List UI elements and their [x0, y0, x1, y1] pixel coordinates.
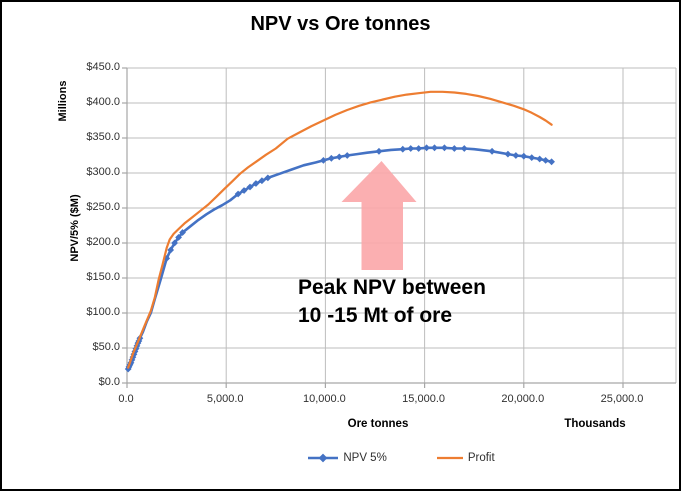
x-axis-units-label: Thousands	[564, 418, 626, 430]
diamond-marker-icon	[520, 152, 528, 160]
diamond-marker-icon	[252, 180, 260, 187]
legend: NPV 5% Profit	[127, 452, 676, 464]
diamond-marker-icon	[320, 157, 327, 164]
diamond-marker-icon	[234, 190, 242, 198]
x-axis-title: Ore tonnes	[347, 418, 409, 430]
diamond-marker-icon	[167, 246, 175, 254]
diamond-marker-icon	[258, 177, 266, 185]
diamond-marker-icon	[179, 229, 186, 236]
diamond-marker-icon	[264, 174, 272, 182]
diamond-marker-icon	[488, 147, 496, 155]
diamond-marker-icon	[171, 239, 179, 247]
peak-annotation-line1: Peak NPV between	[298, 276, 486, 299]
axes	[122, 67, 676, 388]
diamond-marker-icon	[450, 145, 458, 152]
y-axis-title: NPV/5% ($M)	[69, 194, 81, 262]
diamond-marker-icon	[548, 158, 555, 166]
diamond-marker-icon	[504, 150, 512, 158]
diamond-marker-icon	[407, 145, 415, 152]
diamond-marker-icon	[335, 153, 343, 161]
diamond-marker-icon	[536, 155, 544, 163]
diamond-marker-icon	[542, 157, 550, 164]
diamond-marker-icon	[399, 145, 407, 153]
diamond-marker-icon	[423, 144, 430, 152]
peak-annotation-line2: 10 -15 Mt of ore	[298, 304, 453, 327]
peak-annotation: Peak NPV between 10 -15 Mt of ore	[298, 274, 486, 330]
profit-series-line	[127, 90, 553, 369]
legend-label-profit: Profit	[467, 452, 495, 464]
diamond-marker-icon	[327, 154, 335, 162]
npv-series-line	[126, 146, 553, 371]
diamond-marker-icon	[375, 147, 383, 155]
diamond-marker-icon	[441, 144, 448, 152]
npv-series-swatch-icon	[308, 453, 339, 463]
diamond-marker-icon	[343, 152, 351, 159]
diamond-marker-icon	[512, 152, 520, 159]
diamond-marker-icon	[175, 234, 182, 241]
profit-series-swatch-icon	[436, 456, 463, 460]
diamond-marker-icon	[431, 144, 438, 152]
npv-series-markers	[124, 144, 555, 373]
diamond-marker-icon	[460, 145, 468, 152]
diamond-marker-icon	[528, 154, 536, 161]
legend-label-npv: NPV 5%	[343, 452, 387, 464]
diamond-marker-icon	[415, 145, 423, 152]
diamond-marker-icon	[240, 187, 248, 194]
y-axis-units-label: Millions	[57, 80, 69, 122]
legend-item-npv: NPV 5%	[308, 452, 387, 464]
diamond-marker-icon	[246, 183, 254, 191]
legend-item-profit: Profit	[436, 452, 495, 464]
up-arrow-shape	[341, 161, 417, 270]
chart-title: NPV vs Ore tonnes	[250, 13, 431, 35]
